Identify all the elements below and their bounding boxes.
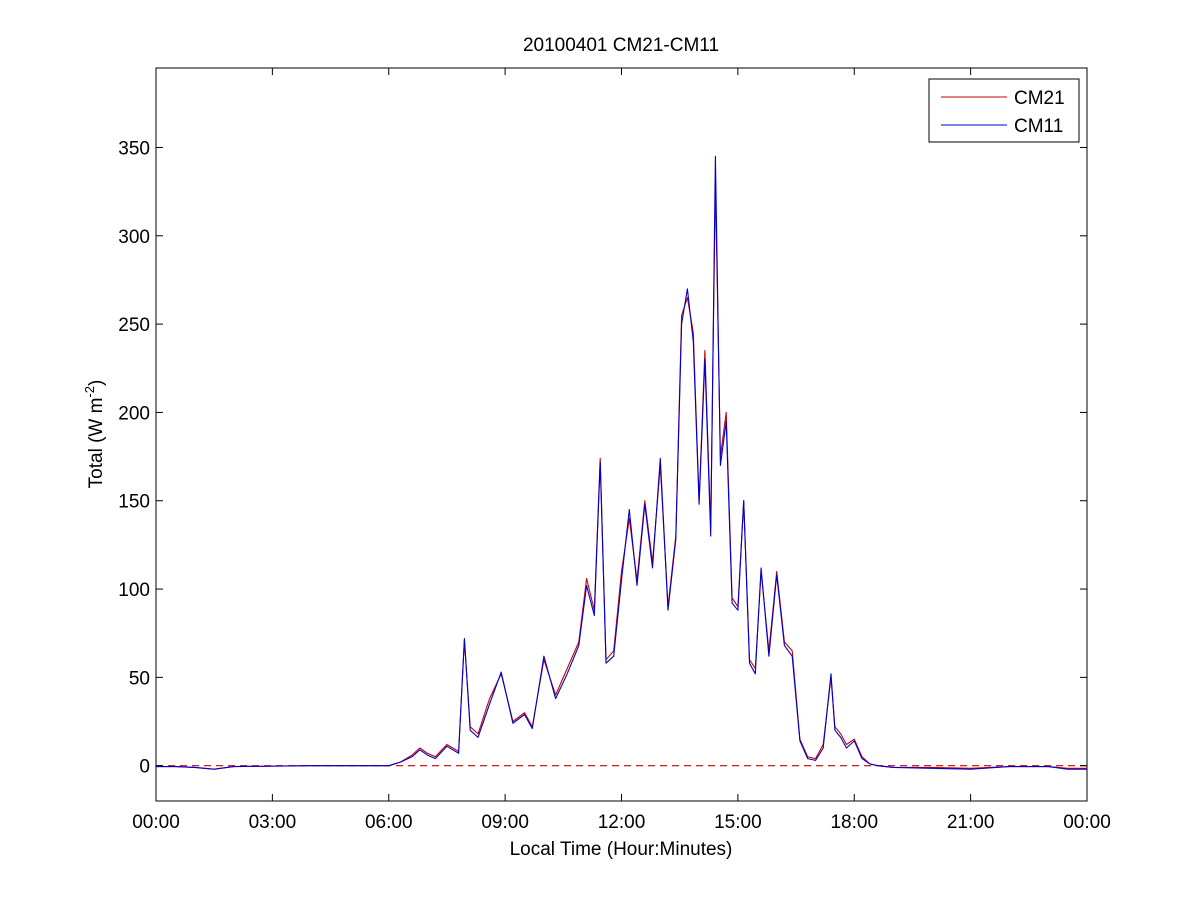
x-tick-label-4: 12:00	[598, 812, 646, 833]
y-tick-label-4: 200	[118, 403, 150, 424]
x-tick-label-7: 21:00	[947, 812, 995, 833]
series-line-cm11	[156, 155, 1087, 770]
chart-title: 20100401 CM21-CM11	[523, 35, 719, 56]
y-tick-label-7: 350	[118, 138, 150, 159]
y-tick-label-3: 150	[118, 492, 150, 513]
x-axis-title: Local Time (Hour:Minutes)	[510, 839, 733, 860]
y-axis-title-close: )	[86, 380, 107, 386]
x-tick-label-5: 15:00	[714, 812, 762, 833]
x-tick-label-2: 06:00	[365, 812, 413, 833]
y-tick-label-1: 50	[129, 668, 150, 689]
x-tick-label-8: 00:00	[1063, 812, 1111, 833]
y-axis-title: Total (W m-2)	[82, 380, 107, 489]
y-axis-title-superscript: -2	[82, 386, 97, 398]
plot-frame	[155, 67, 1088, 802]
legend-label-cm11: CM11	[1014, 116, 1063, 137]
x-tick-label-6: 18:00	[830, 812, 878, 833]
y-tick-label-5: 250	[118, 315, 150, 336]
y-tick-label-6: 300	[118, 227, 150, 248]
y-tick-label-0: 0	[139, 757, 150, 778]
x-tick-label-0: 00:00	[132, 812, 180, 833]
series-layer	[156, 155, 1087, 770]
y-axis-title-main: Total (W m	[86, 398, 107, 489]
tick-layer: 00:00 03:00 06:00 09:00 12:00 15:00 18:00 21:00…	[118, 68, 1111, 833]
y-tick-label-2: 100	[118, 580, 150, 601]
x-tick-label-3: 09:00	[481, 812, 529, 833]
plot-area: 00:00 03:00 06:00 09:00 12:00 15:00 18:00 21:00…	[118, 67, 1111, 833]
x-tick-label-1: 03:00	[249, 812, 297, 833]
legend-box	[928, 78, 1080, 143]
legend-label-cm21: CM21	[1014, 88, 1065, 109]
legend: CM21 CM11	[928, 78, 1080, 143]
